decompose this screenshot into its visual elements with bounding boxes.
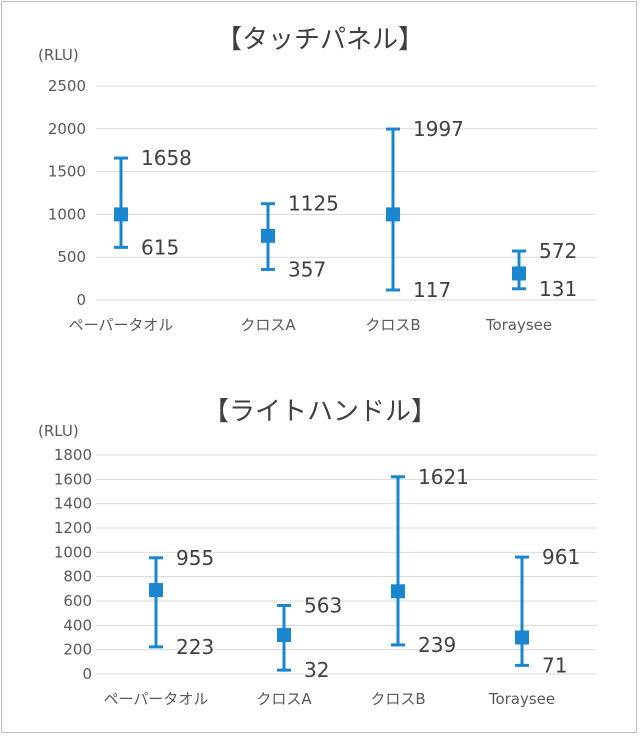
y-tick-label: 0 — [76, 291, 86, 309]
mean-marker — [277, 628, 291, 643]
y-tick-label: 400 — [63, 616, 92, 634]
data-label-high: 1658 — [141, 146, 192, 170]
y-tick-label: 0 — [82, 665, 92, 683]
y-tick-label: 1000 — [48, 205, 86, 223]
mean-marker — [512, 266, 526, 281]
x-category-label: クロスB — [365, 316, 420, 334]
chart-title: 【タッチパネル】 — [216, 25, 424, 55]
data-label-low: 357 — [288, 257, 326, 281]
x-category-label: クロスA — [256, 690, 312, 708]
x-category-label: Toraysee — [485, 316, 552, 334]
x-category-label: ペーパータオル — [104, 690, 209, 708]
y-tick-label: 1400 — [54, 495, 92, 513]
y-tick-label: 800 — [63, 568, 92, 586]
y-tick-label: 600 — [63, 592, 92, 610]
y-axis-unit-label: (RLU) — [38, 46, 79, 64]
y-tick-label: 200 — [63, 641, 92, 659]
mean-marker — [261, 228, 275, 243]
data-label-low: 32 — [304, 658, 329, 682]
x-category-label: ペーパータオル — [69, 316, 174, 334]
data-label-high: 955 — [176, 546, 214, 570]
data-label-low: 71 — [542, 653, 567, 677]
data-label-high: 1125 — [288, 192, 339, 216]
mean-marker — [386, 207, 400, 222]
y-tick-label: 1500 — [48, 163, 86, 181]
mean-marker — [149, 583, 163, 598]
mean-marker — [391, 584, 405, 599]
y-tick-label: 1000 — [54, 543, 92, 561]
y-tick-label: 1600 — [54, 470, 92, 488]
data-label-low: 615 — [141, 235, 179, 259]
x-category-label: クロスB — [370, 690, 425, 708]
mean-marker — [515, 630, 529, 645]
data-label-low: 117 — [413, 278, 451, 302]
data-label-low: 223 — [176, 635, 214, 659]
y-tick-label: 2000 — [48, 120, 86, 138]
data-label-low: 131 — [539, 277, 577, 301]
y-tick-label: 2500 — [48, 77, 86, 95]
y-tick-label: 500 — [57, 248, 86, 266]
data-label-low: 239 — [418, 633, 456, 657]
mean-marker — [114, 207, 128, 222]
chart-title: 【ライトハンドル】 — [203, 397, 437, 427]
data-label-high: 563 — [304, 594, 342, 618]
data-label-high: 961 — [542, 545, 580, 569]
data-label-high: 1621 — [418, 465, 469, 489]
data-label-high: 1997 — [413, 117, 464, 141]
y-axis-unit-label: (RLU) — [38, 422, 79, 440]
x-category-label: クロスA — [240, 316, 296, 334]
data-label-high: 572 — [539, 239, 577, 263]
y-tick-label: 1800 — [54, 446, 92, 464]
x-category-label: Toraysee — [488, 690, 555, 708]
y-tick-label: 1200 — [54, 519, 92, 537]
